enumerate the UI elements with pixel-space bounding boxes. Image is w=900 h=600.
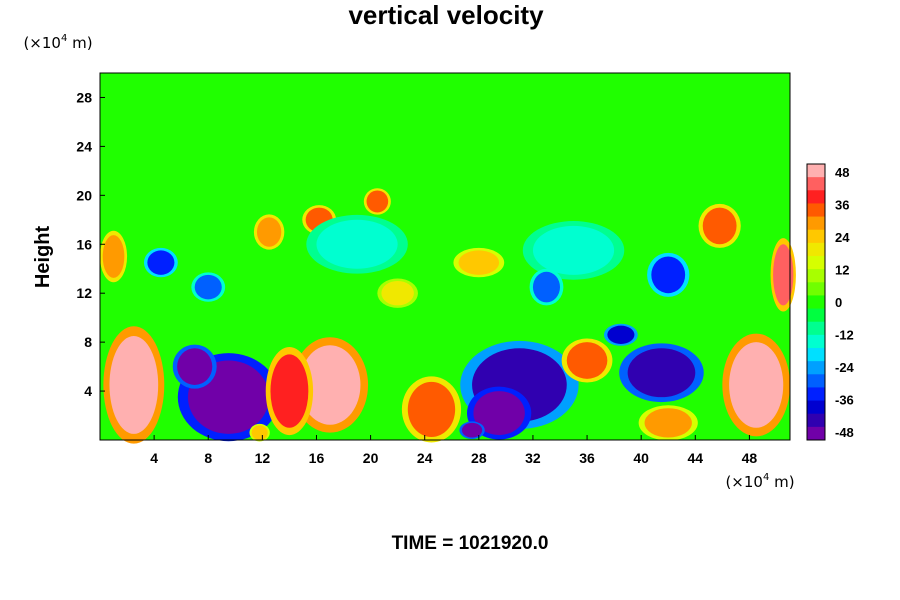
x-tick-label: 44 xyxy=(688,450,704,466)
x-tick-label: 20 xyxy=(363,450,379,466)
heatmap-plot-area xyxy=(99,72,796,444)
feature-core xyxy=(473,391,525,436)
colorbar-swatch xyxy=(807,426,825,441)
colorbar-swatch xyxy=(807,229,825,244)
colorbar-swatch xyxy=(807,177,825,191)
colorbar-swatch xyxy=(807,164,825,178)
feature-core xyxy=(532,271,560,303)
chart-title: vertical velocity xyxy=(348,0,544,30)
colorbar-swatch xyxy=(807,361,825,375)
x-tick-label: 24 xyxy=(417,450,433,466)
colorbar-tick-label: -12 xyxy=(835,328,854,343)
feature-core xyxy=(566,342,608,379)
y-tick-label: 16 xyxy=(76,236,92,252)
x-tick-label: 32 xyxy=(525,450,541,466)
feature-core xyxy=(256,217,282,247)
y-tick-label: 8 xyxy=(84,334,92,350)
colorbar-tick-label: -36 xyxy=(835,393,854,408)
colorbar-swatch xyxy=(807,190,825,204)
x-tick-label: 48 xyxy=(742,450,758,466)
feature-core xyxy=(461,422,483,438)
feature-core xyxy=(147,250,175,275)
feature-core xyxy=(270,354,309,428)
feature-core xyxy=(532,225,615,275)
colorbar-swatch xyxy=(807,413,825,428)
x-tick-label: 16 xyxy=(309,450,325,466)
x-tick-label: 8 xyxy=(204,450,212,466)
colorbar-swatch xyxy=(807,256,825,270)
feature-core xyxy=(102,235,125,278)
y-tick-label: 4 xyxy=(84,383,92,399)
y-tick-label: 12 xyxy=(76,285,92,301)
colorbar-tick-label: 0 xyxy=(835,295,842,310)
colorbar-swatch xyxy=(807,269,825,283)
feature-core xyxy=(407,381,456,437)
y-axis-label: Height xyxy=(32,226,54,289)
feature-core xyxy=(366,190,389,213)
feature-core xyxy=(627,348,696,398)
colorbar xyxy=(806,163,826,441)
feature-core xyxy=(651,256,686,294)
feature-core xyxy=(381,280,414,306)
colorbar-swatch xyxy=(807,216,825,231)
colorbar-swatch xyxy=(807,348,825,362)
feature-core xyxy=(177,348,213,385)
x-tick-label: 36 xyxy=(579,450,595,466)
colorbar-tick-label: 24 xyxy=(835,230,850,245)
x-tick-label: 28 xyxy=(471,450,487,466)
colorbar-tick-label: 36 xyxy=(835,198,849,213)
colorbar-tick-label: 12 xyxy=(835,263,849,278)
y-tick-label: 20 xyxy=(76,187,92,203)
velocity-features xyxy=(100,188,796,444)
colorbar-ticks: 48 36 24 12 0 -12 -24 -36 -48 xyxy=(835,165,855,440)
feature-core xyxy=(773,244,794,306)
colorbar-swatch xyxy=(807,387,825,402)
colorbar-swatch xyxy=(807,203,825,218)
feature-core xyxy=(458,250,500,275)
feature-core xyxy=(109,336,159,434)
colorbar-tick-label: 48 xyxy=(835,165,849,180)
colorbar-frame xyxy=(806,163,826,441)
y-axis-unit: (×104 m) xyxy=(23,33,92,52)
colorbar-swatch xyxy=(807,282,825,296)
feature-core xyxy=(644,408,692,438)
colorbar-swatch xyxy=(807,334,825,349)
y-axis-ticks: 4 8 12 16 20 24 28 xyxy=(76,89,105,399)
x-tick-label: 4 xyxy=(150,450,158,466)
colorbar-swatch xyxy=(807,374,825,388)
feature-core xyxy=(729,342,784,428)
feature-core xyxy=(607,325,635,344)
colorbar-swatch xyxy=(807,308,825,323)
y-tick-label: 24 xyxy=(76,138,92,154)
x-tick-label: 12 xyxy=(255,450,271,466)
colorbar-tick-label: -24 xyxy=(835,360,855,375)
colorbar-swatch xyxy=(807,242,825,257)
colorbar-swatch xyxy=(807,321,825,336)
x-axis-unit: (×104 m) xyxy=(725,472,794,491)
x-tick-label: 40 xyxy=(633,450,649,466)
feature-core xyxy=(702,207,737,245)
colorbar-tick-label: -48 xyxy=(835,425,854,440)
colorbar-swatch xyxy=(807,295,825,310)
time-label: TIME = 1021920.0 xyxy=(392,533,549,554)
y-tick-label: 28 xyxy=(76,89,92,105)
x-axis-ticks: 4 8 12 16 20 24 28 32 36 40 44 48 xyxy=(150,435,757,466)
colorbar-swatch xyxy=(807,400,825,415)
feature-core xyxy=(316,219,398,269)
plot-frame xyxy=(99,72,791,441)
feature-core xyxy=(194,274,222,300)
feature-core xyxy=(251,425,268,440)
feature-core xyxy=(299,345,361,425)
